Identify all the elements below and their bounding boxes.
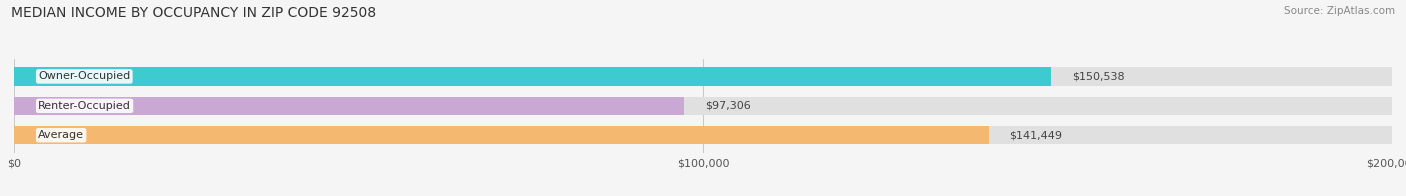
Bar [14,67,1392,86]
Text: Owner-Occupied: Owner-Occupied [38,71,131,82]
Text: $97,306: $97,306 [704,101,751,111]
Text: MEDIAN INCOME BY OCCUPANCY IN ZIP CODE 92508: MEDIAN INCOME BY OCCUPANCY IN ZIP CODE 9… [11,6,377,20]
Text: Average: Average [38,130,84,140]
Text: Renter-Occupied: Renter-Occupied [38,101,131,111]
Text: Source: ZipAtlas.com: Source: ZipAtlas.com [1284,6,1395,16]
Bar [14,126,1392,144]
Bar [14,67,1052,86]
Text: $141,449: $141,449 [1010,130,1062,140]
Bar [14,97,685,115]
Bar [14,97,1392,115]
Text: $150,538: $150,538 [1071,71,1125,82]
Bar [14,126,988,144]
